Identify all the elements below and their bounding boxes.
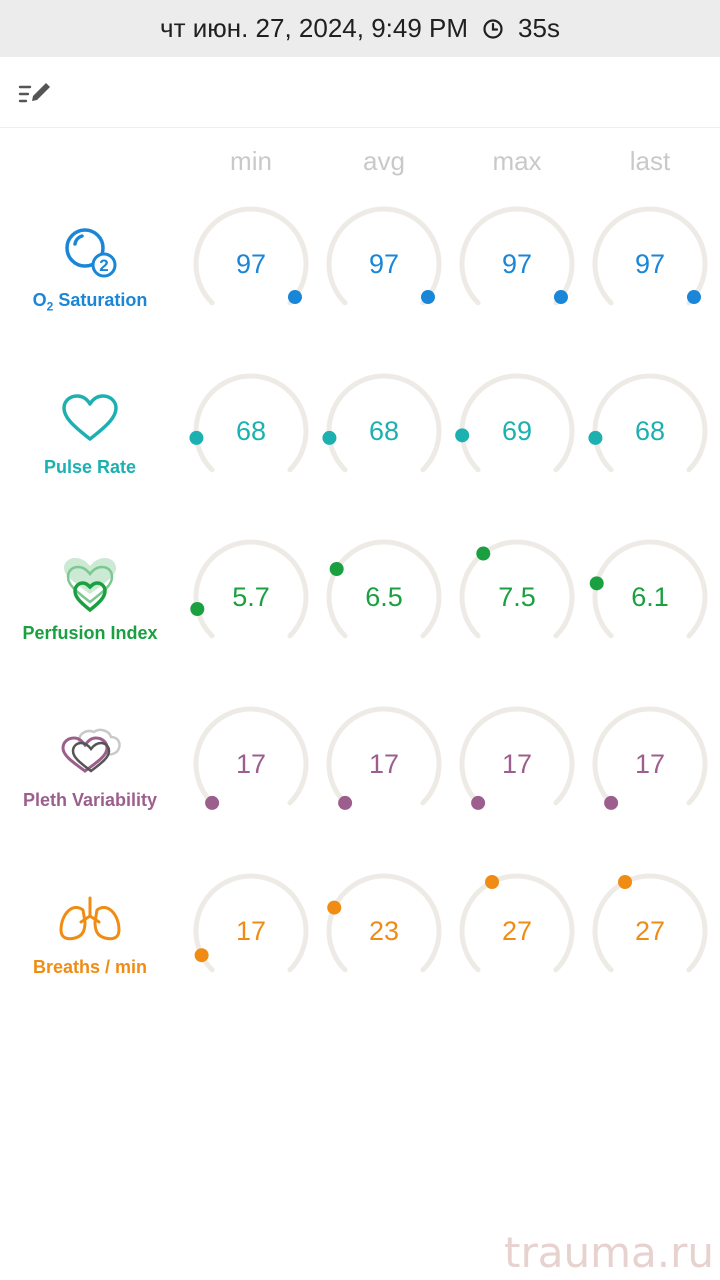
gauge-value: 97 (634, 248, 666, 279)
gauge-indicator-dot (589, 576, 604, 591)
edit-list-icon (18, 83, 50, 103)
gauge-indicator-dot (485, 874, 500, 889)
gauge-value: 17 (368, 748, 400, 779)
session-datetime: чт июн. 27, 2024, 9:49 PM (160, 13, 469, 43)
gauge-indicator-dot (287, 290, 302, 305)
column-header-avg: avg (363, 146, 405, 176)
gauge-track (193, 206, 309, 306)
watermark: trauma.ru (504, 1228, 714, 1277)
gauge-indicator-dot (420, 290, 435, 305)
gauge-track (459, 706, 575, 806)
gauge-track (193, 706, 309, 806)
lungs-icon (57, 896, 123, 947)
metric-label-rr: Breaths / min (32, 957, 148, 977)
gauge-indicator-dot (455, 428, 470, 443)
gauge-track (592, 873, 708, 973)
pleth-hearts-icon (57, 727, 123, 782)
gauge-indicator-dot (190, 602, 205, 616)
gauge-value: 6.1 (631, 581, 669, 612)
metric-label-o2: O2 Saturation (32, 290, 148, 314)
gauge-track (193, 539, 309, 639)
gauge-o2-min[interactable]: 97 (186, 199, 316, 329)
gauge-value: 97 (235, 248, 267, 279)
gauge-indicator-dot (588, 430, 603, 445)
gauge-track (459, 206, 575, 306)
gauge-indicator-dot (604, 795, 619, 810)
perfusion-hearts-icon (58, 556, 122, 619)
gauge-track (326, 706, 442, 806)
gauge-value: 69 (501, 415, 533, 446)
gauge-track (326, 539, 442, 639)
gauge-o2-max[interactable]: 97 (452, 199, 582, 329)
metric-label-pi: Perfusion Index (22, 623, 158, 643)
gauge-value: 7.5 (498, 581, 536, 612)
gauge-pvi-max[interactable]: 17 (452, 699, 582, 829)
status-bar: чт июн. 27, 2024, 9:49 PM 35s (0, 0, 720, 57)
column-header-min: min (230, 146, 272, 176)
gauge-rr-max[interactable]: 27 (452, 866, 582, 996)
heart-icon (60, 393, 120, 450)
gauge-indicator-dot (189, 430, 204, 445)
gauge-rr-avg[interactable]: 23 (319, 866, 449, 996)
gauge-value: 68 (634, 415, 666, 446)
gauge-track (326, 873, 442, 973)
gauge-indicator-dot (553, 290, 568, 305)
gauge-track (193, 873, 309, 973)
edit-list-button[interactable] (16, 75, 56, 111)
gauge-indicator-dot (618, 874, 633, 889)
gauge-pvi-avg[interactable]: 17 (319, 699, 449, 829)
gauge-pvi-last[interactable]: 17 (585, 699, 715, 829)
column-header-max: max (492, 146, 542, 176)
gauge-value: 27 (634, 915, 666, 946)
gauge-o2-last[interactable]: 97 (585, 199, 715, 329)
gauge-value: 17 (501, 748, 533, 779)
gauge-value: 17 (235, 915, 267, 946)
gauge-value: 97 (368, 248, 400, 279)
gauge-indicator-dot (686, 290, 701, 305)
gauge-indicator-dot (476, 546, 491, 561)
svg-text:2: 2 (99, 256, 108, 275)
gauge-o2-avg[interactable]: 97 (319, 199, 449, 329)
gauge-pi-avg[interactable]: 6.5 (319, 532, 449, 662)
gauge-pi-min[interactable]: 5.7 (186, 532, 316, 662)
gauge-value: 27 (501, 915, 533, 946)
gauge-pulse-min[interactable]: 68 (186, 366, 316, 496)
gauge-pi-last[interactable]: 6.1 (585, 532, 715, 662)
gauge-rr-last[interactable]: 27 (585, 866, 715, 996)
metric-label-pvi: Pleth Variability (22, 790, 158, 810)
gauge-value: 17 (235, 748, 267, 779)
gauge-value: 97 (501, 248, 533, 279)
gauge-value: 68 (368, 415, 400, 446)
gauge-indicator-dot (194, 948, 209, 963)
gauge-value: 5.7 (232, 581, 270, 612)
gauge-track (592, 539, 708, 639)
gauge-pulse-last[interactable]: 68 (585, 366, 715, 496)
gauge-value: 6.5 (365, 581, 403, 612)
gauge-track (459, 539, 575, 639)
gauge-track (326, 206, 442, 306)
gauge-indicator-dot (205, 795, 220, 810)
gauge-value: 17 (634, 748, 666, 779)
clock-icon (482, 18, 504, 40)
o2-bubble-icon: 2 (60, 224, 120, 285)
gauge-value: 68 (235, 415, 267, 446)
gauge-value: 23 (368, 915, 400, 946)
gauge-rr-min[interactable]: 17 (186, 866, 316, 996)
gauge-track (459, 873, 575, 973)
gauge-track (592, 706, 708, 806)
gauge-indicator-dot (322, 430, 337, 445)
gauge-track (592, 206, 708, 306)
gauge-indicator-dot (329, 562, 344, 576)
gauge-pvi-min[interactable]: 17 (186, 699, 316, 829)
gauge-pulse-avg[interactable]: 68 (319, 366, 449, 496)
session-duration: 35s (518, 13, 560, 43)
metric-label-pulse: Pulse Rate (43, 457, 137, 477)
gauge-pulse-max[interactable]: 69 (452, 366, 582, 496)
toolbar (0, 57, 720, 128)
gauge-indicator-dot (327, 900, 342, 915)
gauge-pi-max[interactable]: 7.5 (452, 532, 582, 662)
gauge-indicator-dot (471, 795, 486, 810)
column-header-last: last (629, 146, 671, 176)
gauge-indicator-dot (338, 795, 353, 810)
